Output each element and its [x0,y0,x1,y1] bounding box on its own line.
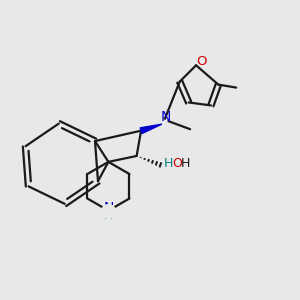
Text: H: H [180,157,190,170]
Text: H: H [104,209,113,223]
Text: O: O [173,157,183,170]
Text: O: O [196,55,207,68]
Text: N: N [103,201,114,215]
Polygon shape [140,124,162,134]
Text: H: H [164,157,173,170]
Text: N: N [160,110,171,124]
